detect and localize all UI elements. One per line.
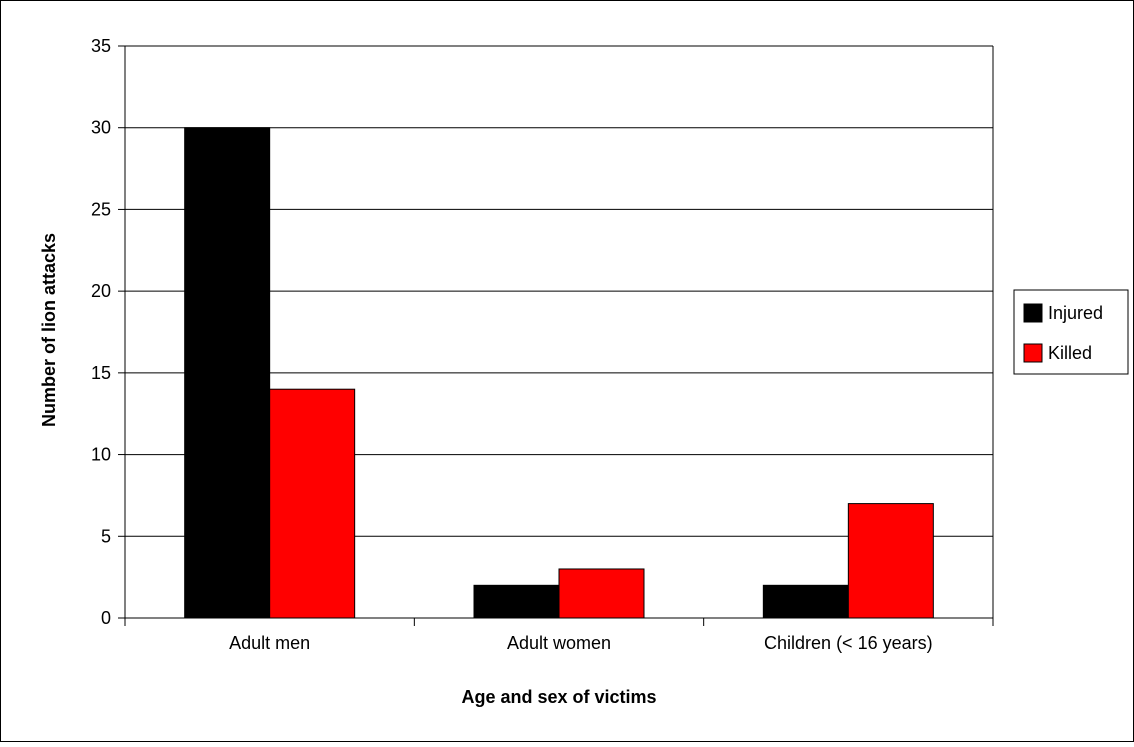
x-tick-label: Adult men — [229, 633, 310, 653]
y-tick-label: 0 — [101, 608, 111, 628]
y-tick-label: 10 — [91, 445, 111, 465]
bar-killed-1 — [269, 388, 356, 619]
bar-injured-1 — [184, 127, 271, 619]
bar-injured-2 — [473, 584, 560, 619]
x-tick-labels: Adult men Adult women Children (< 16 years… — [229, 633, 932, 653]
legend-label-injured: Injured — [1048, 303, 1103, 323]
y-tick-label: 5 — [101, 526, 111, 546]
y-tick-label: 35 — [91, 36, 111, 56]
bar-killed-2 — [558, 568, 645, 619]
legend-label-killed: Killed — [1048, 343, 1092, 363]
bar-injured-3 — [762, 584, 849, 619]
axes — [118, 45, 994, 626]
legend: Injured Killed — [1013, 289, 1129, 375]
bars — [184, 127, 934, 619]
y-axis-title: Number of lion attacks — [39, 233, 59, 427]
y-tick-label: 20 — [91, 281, 111, 301]
y-tick-label: 30 — [91, 118, 111, 138]
y-tick-label: 25 — [91, 199, 111, 219]
x-tick-label: Adult women — [507, 633, 611, 653]
legend-swatch-injured — [1023, 303, 1043, 323]
x-axis-title: Age and sex of victims — [461, 687, 656, 707]
bar-killed-3 — [847, 503, 934, 619]
y-tick-labels: 0 5 10 15 20 25 30 35 — [91, 36, 111, 628]
y-tick-label: 15 — [91, 363, 111, 383]
legend-swatch-killed — [1023, 343, 1043, 363]
x-tick-label: Children (< 16 years) — [764, 633, 933, 653]
